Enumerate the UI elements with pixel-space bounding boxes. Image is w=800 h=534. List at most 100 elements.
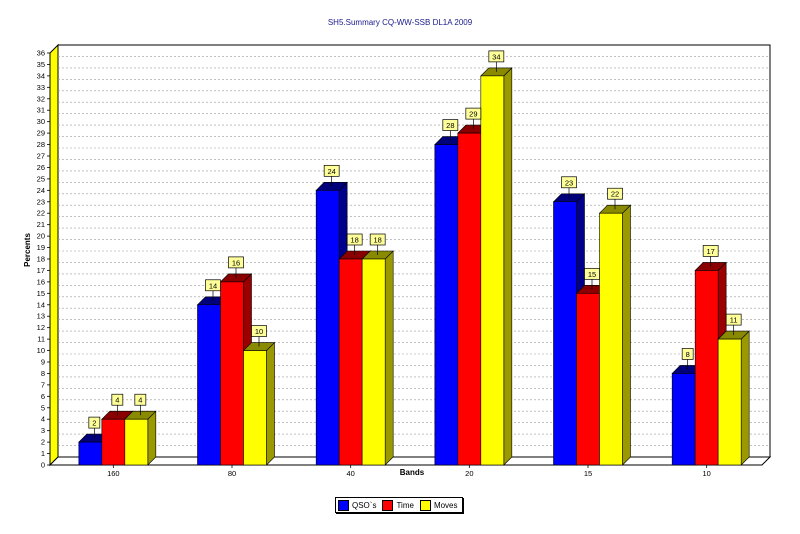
data-label-box	[681, 348, 694, 360]
y-tick-label: 13	[37, 312, 45, 321]
floor	[48, 456, 772, 466]
y-tick-label: 6	[41, 392, 45, 401]
data-label-box	[488, 50, 505, 63]
data-label-box	[607, 187, 623, 200]
bar-side	[266, 341, 275, 466]
bar-side	[622, 204, 631, 466]
data-label: 15	[588, 270, 596, 279]
bar-moves-160	[124, 410, 157, 466]
y-tick-label: 29	[37, 129, 45, 138]
data-label-box	[584, 267, 600, 280]
bar-side	[740, 330, 750, 466]
y-tick-label: 3	[41, 426, 45, 435]
legend: QSO`s Time Moves	[335, 497, 463, 513]
data-label-box	[442, 119, 459, 131]
data-label: 2	[92, 419, 96, 428]
y-tick-label: 0	[41, 461, 45, 470]
y-tick-label: 19	[37, 243, 45, 252]
bar-side	[384, 250, 394, 466]
legend-label-qsos: QSO`s	[352, 500, 377, 510]
y-axis-label: Percents	[23, 233, 32, 267]
y-tick-label: 5	[41, 403, 45, 412]
bar-front	[671, 373, 696, 466]
y-tick-label: 2	[41, 438, 45, 447]
data-label-box	[346, 233, 363, 246]
bar-moves-10	[717, 330, 750, 466]
y-tick-label: 17	[37, 266, 45, 275]
x-tick-label: 20	[465, 469, 473, 478]
bar-front	[124, 418, 149, 466]
data-label-box	[702, 245, 719, 257]
data-label: 11	[730, 316, 738, 325]
left-wall	[49, 43, 59, 467]
data-label: 24	[327, 167, 335, 176]
y-tick-label: 35	[37, 60, 45, 69]
data-label-box	[369, 233, 386, 246]
x-axis-label: Bands	[400, 468, 425, 477]
bar-front	[576, 293, 600, 466]
legend-item-moves: Moves	[419, 499, 458, 511]
data-label-box	[251, 325, 267, 337]
y-tick-label: 21	[37, 220, 45, 229]
bar-front	[220, 281, 244, 466]
data-label: 18	[350, 236, 358, 245]
data-label-box	[465, 107, 482, 120]
y-tick-label: 23	[37, 197, 45, 206]
y-tick-label: 7	[41, 380, 45, 389]
legend-label-time: Time	[396, 500, 414, 510]
data-label-box	[205, 279, 221, 292]
x-tick-label: 80	[228, 469, 236, 478]
y-tick-label: 32	[37, 94, 45, 103]
y-tick-label: 24	[37, 186, 45, 195]
legend-swatch-moves	[419, 499, 431, 511]
data-label: 23	[565, 178, 573, 187]
bar-front	[78, 441, 103, 466]
legend-swatch-qsos	[338, 499, 349, 511]
y-tick-label: 4	[41, 415, 45, 424]
x-tick-label: 40	[346, 469, 354, 478]
y-tick-label: 34	[37, 71, 45, 80]
y-tick-label: 11	[37, 335, 45, 344]
y-axis: 0123456789101112131415161718192021222324…	[37, 49, 50, 470]
data-label: 18	[373, 236, 381, 245]
data-label-box	[725, 313, 742, 326]
y-tick-label: 25	[37, 174, 45, 183]
data-label-box	[323, 164, 340, 177]
data-label: 28	[446, 121, 454, 130]
x-tick-label: 15	[584, 469, 592, 478]
y-tick-label: 36	[37, 49, 45, 58]
y-tick-label: 1	[41, 449, 45, 458]
bar-front	[694, 270, 719, 466]
chart-title: SH5.Summary CQ-WW-SSB DL1A 2009	[327, 18, 473, 27]
bar-side	[503, 67, 513, 466]
data-label: 17	[706, 247, 714, 256]
data-label: 4	[138, 396, 142, 405]
data-label: 4	[115, 396, 119, 405]
chart-walls	[48, 43, 772, 467]
y-tick-label: 31	[37, 106, 45, 115]
y-tick-label: 16	[37, 277, 45, 286]
y-tick-label: 9	[41, 358, 45, 367]
bar-front	[361, 258, 386, 466]
y-tick-label: 12	[37, 323, 45, 332]
bar-moves-15	[598, 204, 632, 466]
y-tick-label: 28	[37, 140, 45, 149]
data-label: 29	[469, 110, 477, 119]
bar-front	[315, 190, 340, 466]
data-label-box	[228, 256, 244, 269]
y-tick-label: 18	[37, 255, 45, 264]
y-tick-label: 14	[37, 300, 45, 309]
y-tick-label: 27	[37, 152, 45, 161]
y-tick-label: 26	[37, 163, 45, 172]
legend-item-qsos: QSO`s	[338, 499, 377, 511]
bar-front	[717, 338, 742, 466]
x-axis: 160 80 40 20 15 10	[107, 465, 711, 478]
data-label: 10	[255, 327, 263, 336]
legend-label-moves: Moves	[433, 500, 458, 510]
data-label-box	[111, 393, 124, 406]
data-label: 14	[209, 281, 217, 290]
data-label-box	[561, 176, 577, 189]
bar-moves-20	[480, 67, 513, 466]
